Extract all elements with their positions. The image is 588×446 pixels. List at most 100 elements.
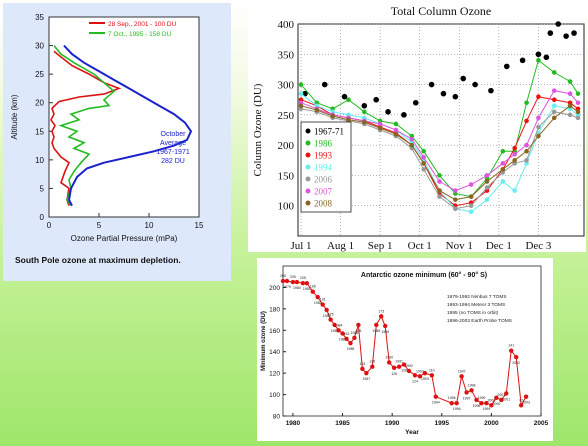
x-tick-label: Dec 1	[486, 240, 512, 252]
data-point-1967-71	[547, 30, 554, 36]
legend-box	[300, 121, 352, 213]
x-tick-label: 15	[195, 221, 204, 230]
data-point	[379, 314, 384, 319]
average-annotation-line: 1967-1971	[156, 149, 190, 156]
data-point	[518, 403, 524, 408]
data-point	[336, 328, 341, 333]
point-label: 126	[391, 372, 397, 376]
data-point-1986	[362, 109, 367, 115]
legend-marker	[305, 152, 311, 158]
source-note: 1979-1992 Nimbus 7 TOMS	[447, 294, 507, 300]
data-point-2008	[551, 115, 557, 121]
x-tick-label: Aug 1	[327, 240, 354, 252]
data-point	[484, 400, 489, 406]
data-point	[383, 323, 388, 329]
y-tick-label: 20	[35, 99, 44, 108]
y-tick-label: 250	[278, 110, 295, 122]
data-point	[391, 365, 397, 370]
data-point-2007	[421, 154, 426, 160]
data-point-2008	[393, 131, 399, 137]
data-point	[449, 400, 454, 406]
legend-label: 1993	[314, 151, 333, 161]
series-line-2006	[300, 108, 579, 210]
point-label: 175	[328, 313, 334, 317]
data-point-2008	[421, 161, 426, 166]
data-point	[290, 279, 296, 285]
data-point	[332, 322, 337, 328]
point-label: 1983	[323, 314, 331, 318]
data-point-1967-71	[555, 21, 562, 27]
point-label: 124	[359, 362, 365, 366]
point-label: 191	[320, 298, 326, 302]
y-tick-label: 150	[278, 170, 295, 182]
point-label: 1998	[468, 383, 476, 387]
legend-marker	[305, 200, 311, 206]
point-label: 2001	[502, 398, 510, 402]
data-point-1986	[551, 70, 557, 75]
point-label: 2001	[497, 393, 505, 397]
y-tick-label: 100	[278, 201, 295, 213]
data-point-2006	[551, 109, 557, 115]
y-axis-label: Altitude (km)	[10, 94, 19, 139]
data-point-1967-71	[543, 54, 550, 61]
data-point	[324, 307, 329, 313]
point-label: 2003	[522, 401, 530, 405]
data-point	[406, 368, 412, 374]
legend-label: 28 Sep., 2001 - 100 DU	[108, 21, 177, 28]
point-label: 1991	[395, 360, 403, 364]
data-point-2008	[567, 103, 573, 109]
x-tick-label: 10	[145, 221, 154, 230]
data-point-2007	[393, 127, 399, 133]
data-point	[433, 394, 439, 399]
point-label: 126	[369, 360, 375, 364]
point-label: 1997	[463, 396, 471, 400]
source-note: 1996-2003 Earth Probe TOMS	[447, 318, 512, 324]
point-label: 1996	[453, 407, 461, 411]
data-point-2008	[512, 157, 517, 163]
point-label: 2000	[487, 398, 495, 402]
data-point-1986	[298, 82, 304, 87]
data-point	[280, 278, 286, 284]
y-axis-label: Column Ozone (DU)	[252, 83, 264, 176]
x-tick-label: Jul 1	[290, 240, 311, 252]
data-point-2007	[453, 188, 458, 193]
data-point	[523, 394, 529, 399]
x-tick-label: 0	[47, 221, 52, 230]
data-point-1967-71	[460, 75, 467, 82]
antarctic-ozone-minimum-chart: Antarctic ozone minimum (60° - 90° S) 80 1…	[257, 258, 553, 441]
legend-label: 1967-71	[314, 127, 344, 137]
data-point	[422, 370, 428, 376]
data-point-2007	[512, 151, 517, 157]
series-line-2008	[300, 105, 579, 201]
data-point	[513, 354, 519, 360]
source-note: 1995 (no TOMS in orbit)	[447, 310, 499, 316]
x-tick-label: Dec 3	[525, 240, 551, 252]
point-label: 1987	[362, 377, 370, 381]
data-point-1967-71	[535, 51, 542, 58]
data-point-2008	[484, 179, 490, 184]
y-tick-label: 5	[40, 184, 45, 193]
y-tick-label: 400	[278, 19, 295, 31]
point-label: 205	[290, 275, 296, 279]
point-label: 1990	[385, 355, 393, 359]
data-point-2008	[524, 148, 529, 154]
data-point	[401, 362, 407, 367]
data-point	[469, 388, 474, 393]
y-tick-label: 180	[269, 306, 280, 313]
data-point-2006	[524, 157, 529, 163]
data-point	[386, 360, 392, 365]
legend-label: 1986	[314, 139, 333, 149]
data-point	[499, 397, 504, 403]
point-label: 1997	[458, 369, 466, 373]
data-point	[310, 289, 315, 294]
y-tick-label: 200	[278, 140, 295, 152]
x-tick-label: 1990	[385, 420, 400, 427]
profile-line-3	[63, 44, 193, 207]
y-tick-label: 80	[273, 414, 281, 421]
data-point-1967-71	[488, 87, 494, 94]
data-point-2007	[575, 100, 581, 106]
data-point-1967-71	[519, 57, 526, 64]
data-point	[304, 280, 310, 286]
point-label: 206	[280, 274, 286, 278]
data-point-1986	[575, 91, 581, 96]
